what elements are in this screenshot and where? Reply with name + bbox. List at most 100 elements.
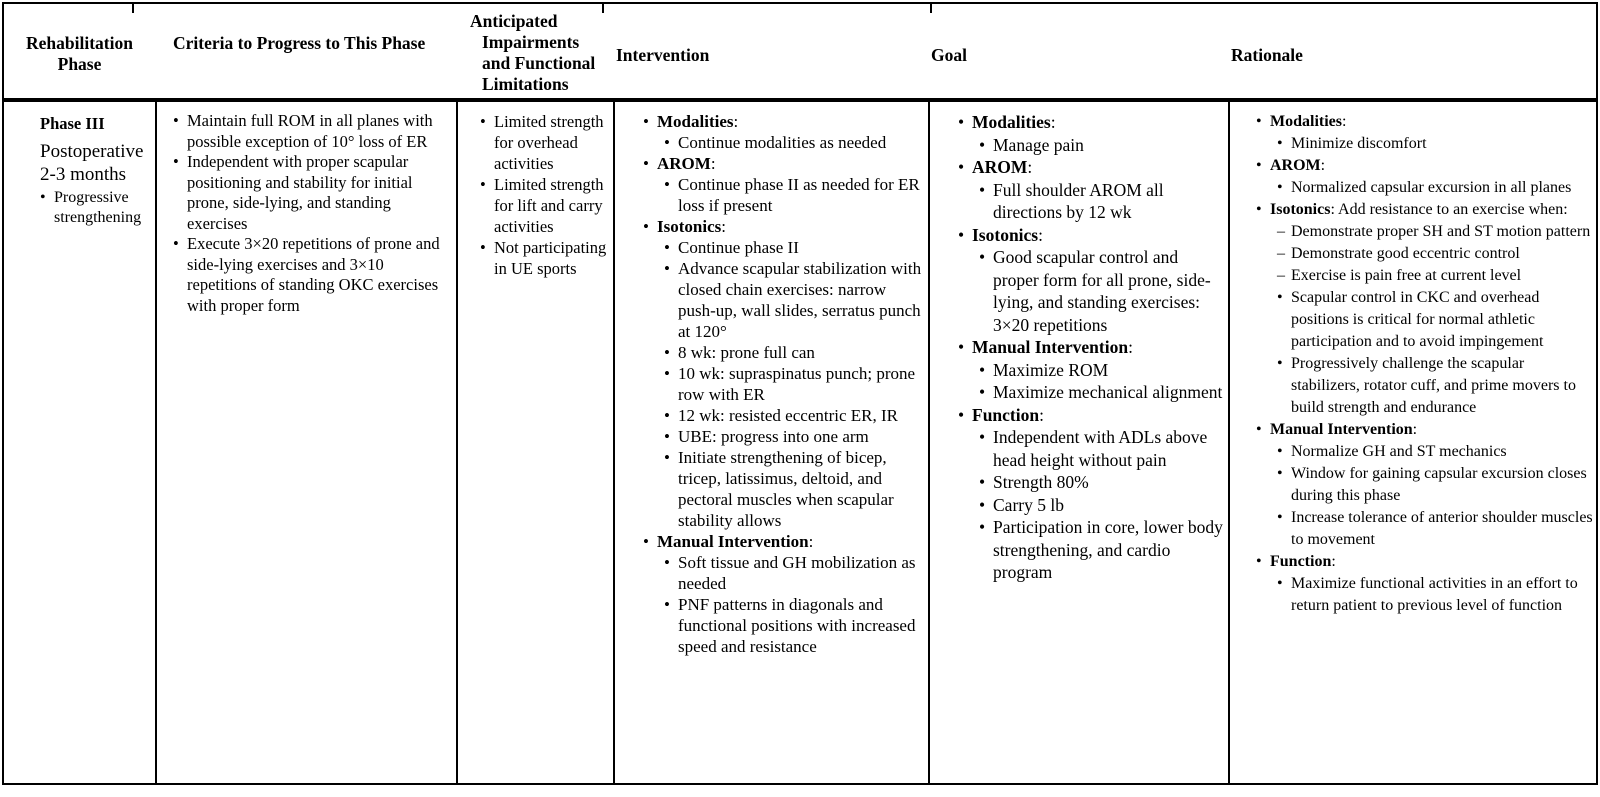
section-label-suffix: : (721, 217, 726, 236)
section-label-suffix: : (1342, 113, 1347, 130)
section-label: AROM (657, 154, 711, 173)
section-label: Modalities (972, 112, 1051, 132)
list-item: • Normalized capsular excursion in all pl… (1277, 177, 1594, 199)
item-text: Limited strength for lift and carry acti… (494, 175, 604, 236)
list-item: – Demonstrate proper SH and ST motion pat… (1277, 221, 1594, 243)
list-item: • Full shoulder AROM all directions by 12… (979, 179, 1226, 224)
item-text: Minimize discomfort (1291, 135, 1427, 152)
list-item: • Good scapular control and proper form f… (979, 246, 1226, 336)
section-label-suffix: : (1039, 404, 1044, 425)
item-text: Scapular control in CKC and overhead pos… (1291, 289, 1544, 350)
bullet-icon: • (173, 111, 179, 130)
bullet-icon: • (958, 337, 965, 357)
section-label-suffix: : Add resistance to an exercise when: (1330, 201, 1568, 218)
column-header-intervention: Intervention (613, 4, 928, 102)
section-label: AROM (1270, 157, 1321, 174)
dash-or-bullet-icon: • (1277, 179, 1283, 196)
section-label-suffix: : (1050, 112, 1056, 132)
section: • AROM: • Continue phase II as needed for … (643, 153, 926, 216)
column-header-criteria: Criteria to Progress to This Phase (155, 4, 456, 102)
section-label-suffix: : (1320, 157, 1326, 174)
section: • Manual Intervention: • Normalize GH and … (1256, 419, 1594, 551)
section-label: Isotonics (657, 217, 722, 236)
dash-or-bullet-icon: • (1277, 289, 1283, 306)
item-text: Good scapular control and proper form fo… (993, 247, 1211, 335)
bullet-icon: • (173, 152, 179, 171)
section: • Isotonics: • Continue phase II • Advance … (643, 216, 926, 531)
list-item: • 12 wk: resisted eccentric ER, IR (664, 405, 926, 426)
dash-or-bullet-icon: • (1277, 575, 1283, 592)
section: • AROM: • Full shoulder AROM all direction… (958, 156, 1226, 224)
bullet-icon: • (664, 133, 670, 152)
bullet-icon: • (480, 238, 486, 257)
item-text: Demonstrate good eccentric control (1291, 245, 1520, 262)
item-text: Normalized capsular excursion in all pla… (1291, 179, 1572, 196)
section-heading: • AROM: (643, 153, 926, 174)
bullet-icon: • (1256, 157, 1262, 174)
bullet-icon: • (979, 359, 986, 380)
column-header-rehabilitation-phase: Rehabilitation Phase (4, 4, 155, 102)
item-text: Carry 5 lb (993, 494, 1064, 515)
bullet-icon: • (958, 224, 965, 245)
phase-cell: Phase III Postoperative 2-3 months • Prog… (4, 102, 155, 783)
section-label-suffix: : (1331, 553, 1336, 570)
list-item: • Progressively challenge the scapular st… (1277, 353, 1594, 419)
item-text: Continue modalities as needed (678, 133, 887, 152)
item-text: 12 wk: resisted eccentric ER, IR (678, 406, 898, 425)
bullet-icon: • (664, 364, 670, 383)
section-heading: • Isotonics: (958, 224, 1226, 247)
list-item: • Maximize mechanical alignment (979, 381, 1226, 404)
section-label: Modalities (1270, 113, 1342, 130)
bullet-icon: • (958, 404, 965, 425)
list-item: • Window for gaining capsular excursion c… (1277, 463, 1594, 507)
section: • Function: • Independent with ADLs above … (958, 404, 1226, 584)
phase-title: Phase III (40, 114, 105, 133)
bullet-icon: • (480, 112, 486, 131)
section-heading: • Manual Intervention: (1256, 419, 1594, 441)
bullet-icon: • (1256, 553, 1262, 570)
bullet-icon: • (664, 175, 670, 194)
bullet-icon: • (979, 472, 986, 492)
item-text: Not participating in UE sports (494, 238, 607, 278)
list-item: • Scapular control in CKC and overhead po… (1277, 287, 1594, 353)
item-text: 8 wk: prone full can (678, 343, 815, 362)
rationale-cell: • Modalities: • Minimize discomfort • AROM:… (1228, 102, 1596, 783)
item-text: Independent with proper scapular positio… (187, 152, 413, 233)
list-item: • Independent with ADLs above head height… (979, 426, 1226, 471)
item-text: Maintain full ROM in all planes with pos… (187, 111, 433, 151)
dash-or-bullet-icon: – (1277, 223, 1285, 240)
item-text: Progressive strengthening (54, 189, 142, 226)
bullet-icon: • (1256, 421, 1262, 438)
section-label: Isotonics (972, 224, 1039, 245)
column-header-goal: Goal (928, 4, 1228, 102)
bullet-icon: • (664, 595, 670, 614)
item-text: 10 wk: supraspinatus punch; prone row wi… (678, 364, 916, 404)
list-item: • Initiate strengthening of bicep, tricep… (664, 447, 926, 531)
bullet-icon: • (643, 217, 649, 236)
phase-subtitle: Postoperative 2-3 months (40, 141, 144, 185)
dash-or-bullet-icon: • (1277, 509, 1283, 526)
item-text: Independent with ADLs above head height … (993, 427, 1208, 470)
item-text: Manage pain (993, 134, 1084, 155)
section-heading: • Modalities: (643, 111, 926, 132)
section-label-suffix: : (733, 112, 739, 131)
list-item: • Limited strength for lift and carry act… (480, 174, 609, 237)
section: • Modalities: • Manage pain (958, 111, 1226, 156)
section-heading: • Function: (958, 404, 1226, 427)
section-label: Isotonics (1270, 201, 1331, 218)
item-text: UBE: progress into one arm (678, 427, 869, 446)
header-divider-stub (930, 4, 932, 13)
item-text: Maximize mechanical alignment (993, 382, 1223, 402)
section: • Function: • Maximize functional activiti… (1256, 551, 1594, 617)
criteria-cell: • Maintain full ROM in all planes with po… (155, 102, 456, 783)
item-text: Progressively challenge the scapular sta… (1291, 355, 1576, 416)
section-label: Modalities (657, 112, 734, 131)
column-header-rationale: Rationale (1228, 4, 1596, 102)
item-text: Execute 3×20 repetitions of prone and si… (187, 234, 440, 315)
bullet-icon: • (1256, 113, 1262, 130)
bullet-icon: • (664, 553, 670, 572)
section-label-suffix: : (1412, 421, 1418, 438)
section-label: Function (972, 404, 1040, 425)
section-heading: • Isotonics: (643, 216, 926, 237)
list-item: • Manage pain (979, 134, 1226, 157)
